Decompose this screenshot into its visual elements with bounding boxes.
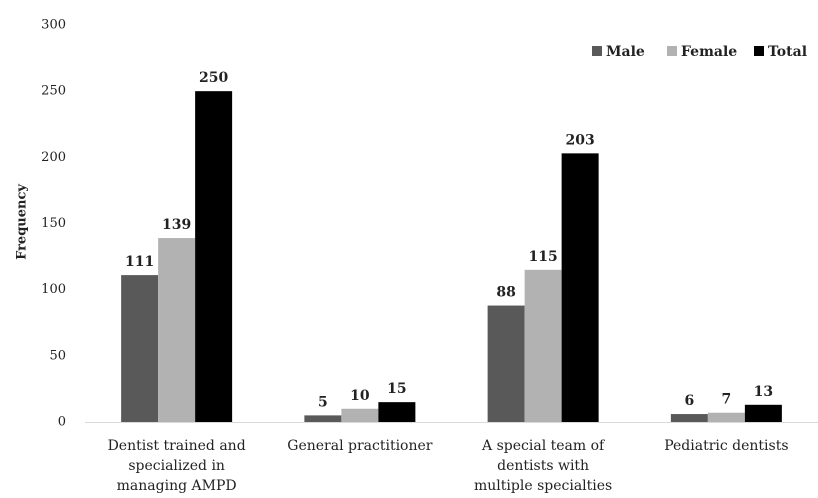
x-axis: Dentist trained and specialized in managin… [85, 422, 818, 494]
bar-male [121, 275, 159, 422]
bar-total [744, 404, 782, 422]
legend-label-female: Female [681, 44, 737, 60]
y-tick-label: 50 [49, 348, 66, 363]
x-tick-label: Dentist trained and [108, 438, 246, 454]
legend-swatch-male [592, 46, 602, 56]
x-tick-label: specialized in [128, 458, 225, 474]
y-tick-label: 300 [41, 18, 66, 33]
data-label: 203 [566, 132, 595, 148]
data-label: 139 [162, 217, 191, 233]
data-label: 15 [387, 381, 406, 397]
bar-male [487, 305, 525, 422]
legend-swatch-female [667, 46, 677, 56]
legend: Male Female Total [592, 44, 807, 60]
legend-swatch-total [754, 46, 764, 56]
y-tick-label: 250 [41, 84, 66, 99]
x-tick-label: multiple specialties [474, 478, 612, 494]
y-tick-label: 0 [58, 415, 66, 430]
data-label: 7 [722, 392, 732, 408]
data-label: 250 [199, 70, 228, 86]
y-tick-label: 150 [41, 216, 66, 231]
bar-male [304, 415, 342, 422]
bar-female [158, 238, 196, 422]
y-tick-label: 200 [41, 150, 66, 165]
bar-female [524, 269, 562, 422]
y-axis-label: Frequency [15, 184, 30, 260]
bar-male [670, 414, 708, 422]
x-tick-label: A special team of [481, 438, 606, 454]
data-label: 6 [685, 393, 695, 409]
data-labels: 111 139 250 5 10 15 88 115 203 6 7 13 [125, 70, 773, 410]
legend-label-total: Total [768, 44, 807, 60]
x-tick-label: General practitioner [287, 438, 433, 454]
data-label: 111 [125, 254, 154, 270]
bars [121, 91, 782, 423]
data-label: 88 [496, 285, 515, 301]
bar-total [561, 153, 599, 422]
y-tick-label: 100 [41, 282, 66, 297]
data-label: 5 [318, 394, 328, 410]
bar-female [341, 408, 379, 422]
data-label: 10 [350, 388, 370, 404]
bar-female [707, 412, 745, 422]
x-tick-label: managing AMPD [117, 478, 237, 494]
data-label: 115 [529, 249, 558, 265]
legend-label-male: Male [606, 44, 645, 60]
data-label: 13 [754, 384, 773, 400]
x-tick-label: Pediatric dentists [664, 438, 788, 454]
y-axis: 0 50 100 150 200 250 300 [41, 18, 66, 430]
bar-total [195, 91, 233, 423]
bar-total [378, 402, 416, 422]
x-tick-label: dentists with [497, 458, 589, 474]
